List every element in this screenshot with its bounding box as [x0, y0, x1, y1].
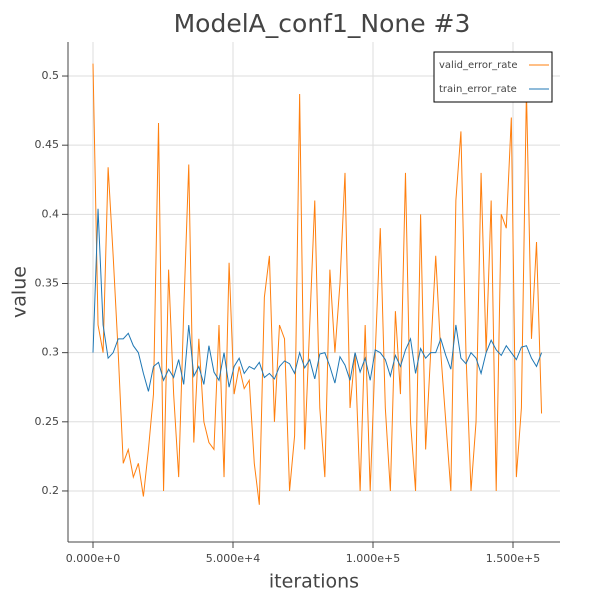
legend-label: train_error_rate: [439, 84, 517, 95]
series-line: [92, 63, 543, 505]
x-tick-label: 5.000e+4: [206, 552, 260, 565]
x-tick-label: 1.500e+5: [486, 552, 540, 565]
y-tick-label: 0.3: [42, 346, 60, 359]
y-tick-label: 0.45: [35, 138, 60, 151]
legend-label: valid_error_rate: [439, 60, 517, 71]
x-tick-label: 0.000e+0: [66, 552, 120, 565]
series-line: [92, 208, 543, 392]
x-axis-label: iterations: [269, 571, 359, 593]
y-tick-label: 0.25: [35, 415, 60, 428]
y-tick-label: 0.5: [42, 69, 60, 82]
y-tick-label: 0.35: [35, 276, 60, 289]
y-tick-label: 0.2: [42, 484, 60, 497]
legend-box: [433, 51, 553, 103]
y-tick-label: 0.4: [42, 207, 60, 220]
y-axis-label: value: [9, 266, 31, 318]
x-tick-label: 1.000e+5: [346, 552, 400, 565]
chart-title: ModelA_conf1_None #3: [174, 9, 471, 38]
